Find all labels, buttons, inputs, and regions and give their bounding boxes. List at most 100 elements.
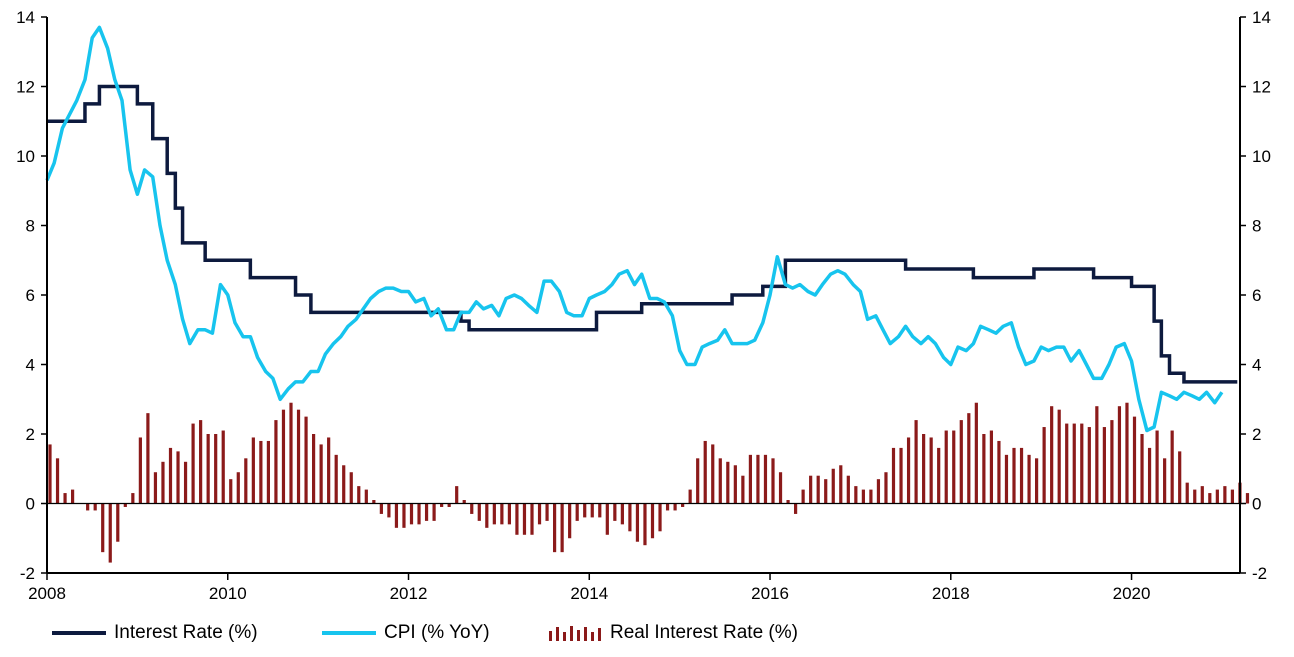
real-rate-bar [70,489,75,504]
x-tick-label: 2020 [1113,584,1151,603]
y-tick-label-right: 12 [1252,78,1271,97]
real-rate-bar [507,503,512,525]
real-rate-bar [1050,406,1054,504]
real-rate-bar [214,434,218,504]
real-rate-bar [643,503,647,546]
series-lines [45,25,1238,433]
real-rate-bar [296,409,301,504]
legend-swatch-cpi [322,631,376,635]
real-rate-bar [839,465,843,504]
real-rate-bar [176,451,180,504]
real-rate-bar [1132,416,1137,504]
real-rate-bar [462,500,466,504]
real-rate-bar [793,503,798,514]
real-rate-bar [522,503,527,535]
real-rate-bar [801,489,805,504]
real-rate-bar [974,402,978,504]
real-rate-bar [726,461,730,504]
real-rate-bar [477,503,481,521]
real-rate-bar [1027,454,1031,504]
real-rate-bar [101,503,105,553]
chart: -2 -2 0 0 2 2 4 4 6 6 8 8 10 10 12 12 14 14 2008 2010 2012 20… [16,8,1271,603]
real-rate-bar [311,434,316,504]
real-rate-bar [168,447,173,504]
legend-label-real: Real Interest Rate (%) [610,622,798,643]
real-rate-bar [552,503,557,553]
real-interest-bars [48,402,1250,563]
real-rate-bar [530,503,534,535]
real-rate-bar [620,503,624,525]
real-rate-bar [613,503,617,521]
legend-swatch-interest [52,631,106,635]
real-rate-bar [63,493,67,504]
y-tick-label-left: 4 [26,356,35,375]
x-tick-label: 2012 [390,584,428,603]
real-rate-bar [274,420,278,504]
legend-label-interest: Interest Rate (%) [114,622,258,643]
real-rate-bar [1147,447,1152,504]
real-rate-bar [161,461,165,504]
real-rate-bar [575,503,579,521]
real-rate-bar [183,461,188,504]
real-rate-bar [387,503,391,518]
real-rate-bar [1208,493,1212,504]
real-rate-bar [492,503,496,525]
real-rate-bar [402,503,406,528]
real-rate-bar [485,503,489,528]
real-rate-bar [289,402,293,504]
real-rate-bar [824,479,828,504]
real-rate-bar [1087,427,1091,504]
y-tick-label-left: 6 [26,286,35,305]
real-rate-bar [688,489,692,504]
real-rate-bar [244,458,248,504]
real-rate-bar [131,493,135,504]
real-rate-bar [831,468,835,504]
real-rate-bar [741,475,745,504]
real-rate-bar [1080,423,1084,504]
real-rate-bar [455,486,459,504]
real-rate-bar [854,486,858,504]
real-rate-bar [93,503,97,511]
y-tick-label-right: 14 [1252,8,1271,27]
x-tick-label: 2010 [209,584,247,603]
real-rate-bar [1215,489,1219,504]
real-rate-bar [733,465,737,504]
real-rate-bar [304,416,308,504]
real-rate-bar [1140,434,1144,504]
y-tick-label-left: 2 [26,425,35,444]
real-rate-bar [327,437,331,504]
real-rate-bar [560,503,564,553]
real-rate-bar [537,503,542,525]
real-rate-bar [1110,420,1114,504]
real-rate-bar [583,503,587,518]
tick-labels: -2 -2 0 0 2 2 4 4 6 6 8 8 10 10 12 12 14 14 2008 2010 2012 20… [16,8,1271,603]
real-rate-bar [48,444,52,504]
real-rate-bar [937,447,941,504]
real-rate-bar [500,503,504,525]
real-rate-bar [1095,406,1099,504]
real-rate-bar [703,440,707,504]
real-rate-bar [763,454,768,504]
real-rate-bar [55,458,60,504]
real-rate-bar [786,500,790,504]
cpi-line [45,25,1224,433]
real-rate-bar [1012,447,1016,504]
real-rate-bar [590,503,594,518]
real-rate-bar [899,447,903,504]
real-rate-bar [635,503,640,542]
real-rate-bar [967,413,971,504]
real-rate-bar [1065,423,1069,504]
real-rate-bar [1102,427,1106,504]
real-rate-bar [1117,406,1122,504]
real-rate-bar [108,503,112,563]
real-rate-bar [1155,430,1159,504]
real-rate-bar [545,503,549,521]
y-tick-label-right: 10 [1252,147,1271,166]
interest-rate-line [47,84,1238,384]
real-rate-bar [146,413,150,504]
real-rate-bar [334,454,338,504]
real-rate-bar [236,472,240,504]
real-rate-bar [1019,447,1024,504]
real-rate-bar [914,420,918,504]
real-rate-bar [1034,458,1039,504]
